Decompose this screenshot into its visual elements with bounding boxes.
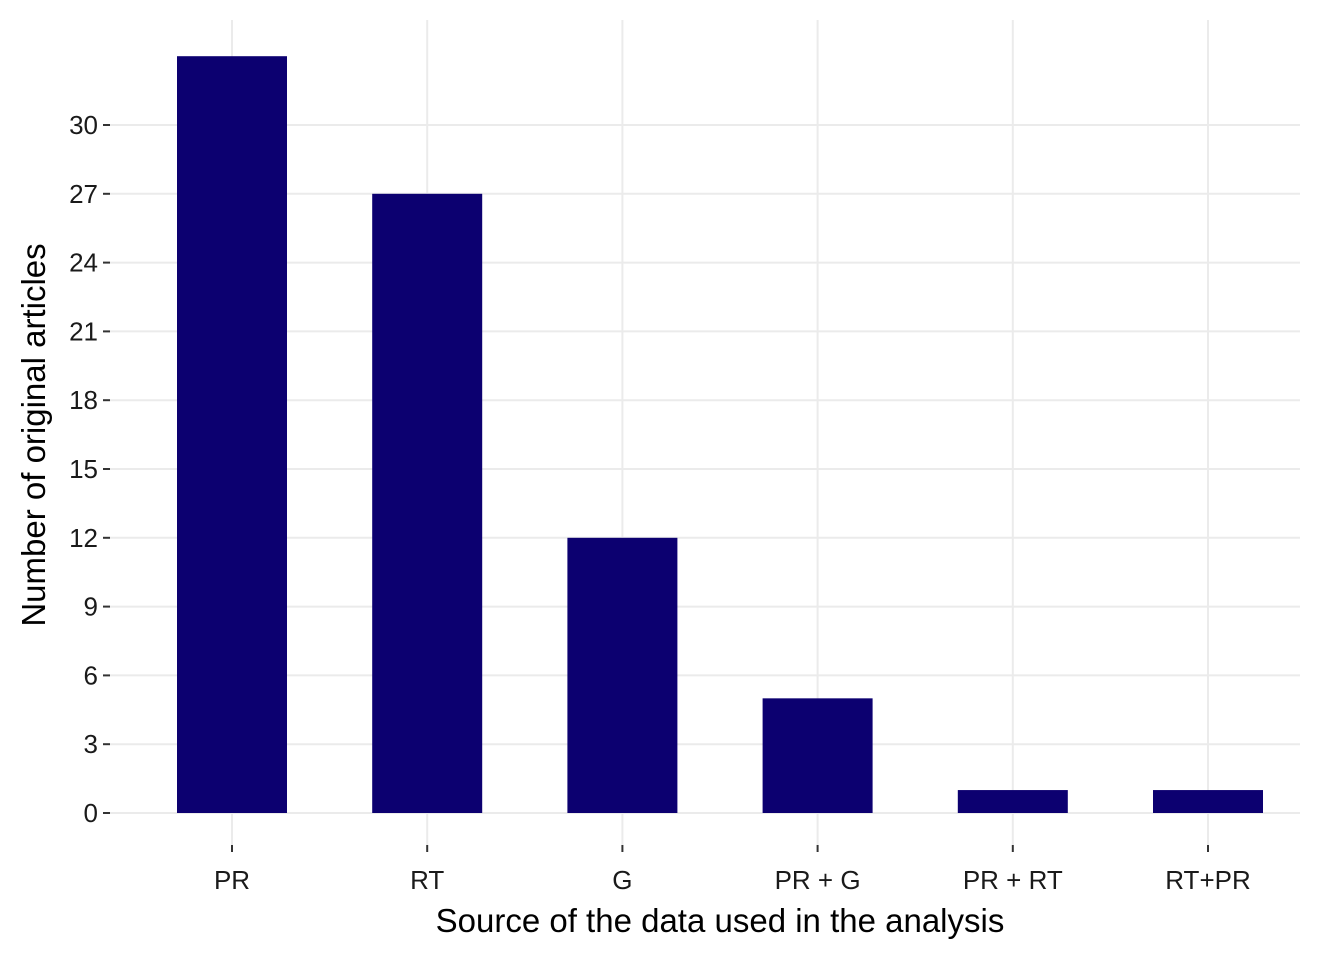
y-axis-title: Number of original articles bbox=[15, 243, 52, 626]
y-tick-labels: 0 3 6 9 12 15 18 21 24 27 30 bbox=[69, 110, 98, 828]
bar-pr bbox=[177, 56, 287, 813]
y-tick-label: 24 bbox=[69, 248, 98, 278]
x-tick-label: PR + RT bbox=[963, 865, 1063, 895]
y-tick-label: 21 bbox=[69, 316, 98, 346]
x-tick-labels: PR RT G PR + G PR + RT RT+PR bbox=[214, 865, 1251, 895]
y-tick-label: 0 bbox=[84, 798, 98, 828]
bar-pr-rt bbox=[957, 790, 1068, 813]
y-tick-label: 15 bbox=[69, 454, 98, 484]
y-tick-label: 27 bbox=[69, 179, 98, 209]
y-tick-label: 30 bbox=[69, 110, 98, 140]
y-tick-label: 12 bbox=[69, 523, 98, 553]
x-tick-label: G bbox=[612, 865, 632, 895]
bar-rt bbox=[372, 193, 483, 814]
bars-layer bbox=[177, 56, 1263, 814]
x-tick-label: PR bbox=[214, 865, 250, 895]
bar-pr-g bbox=[762, 698, 873, 813]
x-axis-title: Source of the data used in the analysis bbox=[436, 902, 1005, 939]
bar-rt-pr bbox=[1153, 790, 1263, 813]
y-tick-label: 6 bbox=[84, 660, 98, 690]
y-tick-label: 9 bbox=[84, 592, 98, 622]
y-tick-label: 3 bbox=[84, 729, 98, 759]
x-tick-label: RT bbox=[410, 865, 444, 895]
x-tick-label: RT+PR bbox=[1165, 865, 1251, 895]
bar-g bbox=[567, 537, 678, 813]
y-tick-label: 18 bbox=[69, 385, 98, 415]
x-tick-label: PR + G bbox=[775, 865, 861, 895]
